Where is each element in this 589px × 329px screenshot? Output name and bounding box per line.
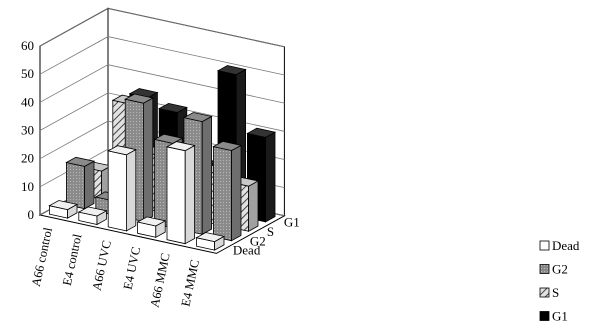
bar-Dead-e4-control xyxy=(77,206,108,226)
bar-G1-e4-mmc xyxy=(246,127,277,223)
series-axis-label: G1 xyxy=(284,215,300,230)
series-axis-label: Dead xyxy=(233,243,261,258)
chart-bars xyxy=(48,65,277,251)
series-axis-label: G2 xyxy=(250,233,266,248)
bar-G2-a66-control xyxy=(65,156,96,210)
category-label: A66 control xyxy=(29,226,55,288)
legend-swatch xyxy=(539,240,550,251)
legend-swatch xyxy=(539,311,550,321)
legend-label: G2 xyxy=(552,262,568,277)
y-axis-ticks: 0 10 20 30 40 50 60 xyxy=(21,38,34,222)
legend: Dead G2 S G1 xyxy=(539,236,589,329)
category-label: A66 MMC xyxy=(148,252,173,309)
legend-item: G1 xyxy=(539,309,568,324)
y-tick-label: 40 xyxy=(21,94,34,109)
y-tick-label: 60 xyxy=(21,38,34,53)
y-tick-label: 10 xyxy=(21,179,34,194)
bar-Dead-a66-control xyxy=(48,200,79,219)
y-tick-label: 20 xyxy=(21,151,34,166)
category-label: E4 control xyxy=(60,232,85,287)
gridline xyxy=(39,7,285,48)
y-tick-label: 50 xyxy=(21,66,34,81)
bar-Dead-a66-uvc xyxy=(107,145,137,232)
category-label: E4 UVC xyxy=(121,245,144,290)
category-label: E4 MMC xyxy=(179,258,203,307)
legend-label: G1 xyxy=(552,309,568,324)
legend-item: G2 xyxy=(539,262,568,277)
y-tick-label: 30 xyxy=(21,123,34,138)
bar-Dead-a66-mmc xyxy=(165,141,196,245)
legend-item: Dead xyxy=(539,238,580,253)
bar-G2-e4-mmc xyxy=(212,140,243,242)
bar-Dead-e4-uvc xyxy=(136,216,167,238)
legend-swatch xyxy=(539,287,550,298)
gridline xyxy=(39,36,285,76)
series-axis-label: S xyxy=(267,224,274,239)
legend-item: S xyxy=(539,285,559,300)
y-tick-label: 0 xyxy=(28,207,35,222)
legend-swatch xyxy=(539,264,550,274)
bar-Dead-e4-mmc xyxy=(195,232,226,251)
category-label: A66 UVC xyxy=(90,239,114,292)
legend-label: Dead xyxy=(552,238,580,253)
legend-label: S xyxy=(552,285,559,300)
